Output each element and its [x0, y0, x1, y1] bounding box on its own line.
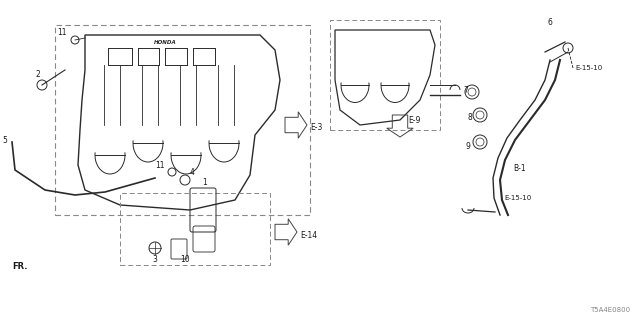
- Text: 11: 11: [156, 161, 164, 170]
- Text: 2: 2: [36, 69, 40, 78]
- Text: 11: 11: [57, 28, 67, 36]
- Circle shape: [37, 80, 47, 90]
- Text: E-9: E-9: [408, 116, 420, 124]
- Text: 5: 5: [3, 135, 8, 145]
- Circle shape: [473, 108, 487, 122]
- Text: 6: 6: [548, 18, 552, 27]
- Text: 1: 1: [203, 178, 207, 187]
- Text: T5A4E0800: T5A4E0800: [590, 307, 630, 313]
- Circle shape: [473, 135, 487, 149]
- Text: 9: 9: [465, 141, 470, 150]
- Text: HONDA: HONDA: [154, 39, 177, 44]
- Text: 3: 3: [152, 255, 157, 265]
- Circle shape: [563, 43, 573, 53]
- Text: E-3: E-3: [310, 123, 323, 132]
- Text: 7: 7: [463, 85, 468, 94]
- Text: 10: 10: [180, 255, 190, 265]
- Text: B-1: B-1: [514, 164, 526, 172]
- Text: E-15-10: E-15-10: [504, 195, 532, 201]
- Text: E-14: E-14: [300, 231, 317, 241]
- Circle shape: [168, 168, 176, 176]
- Text: E-15-10: E-15-10: [575, 65, 602, 71]
- Text: FR.: FR.: [12, 262, 28, 271]
- Text: 4: 4: [189, 167, 195, 177]
- Circle shape: [180, 175, 190, 185]
- Circle shape: [465, 85, 479, 99]
- Circle shape: [71, 36, 79, 44]
- Text: 8: 8: [468, 113, 472, 122]
- Circle shape: [149, 242, 161, 254]
